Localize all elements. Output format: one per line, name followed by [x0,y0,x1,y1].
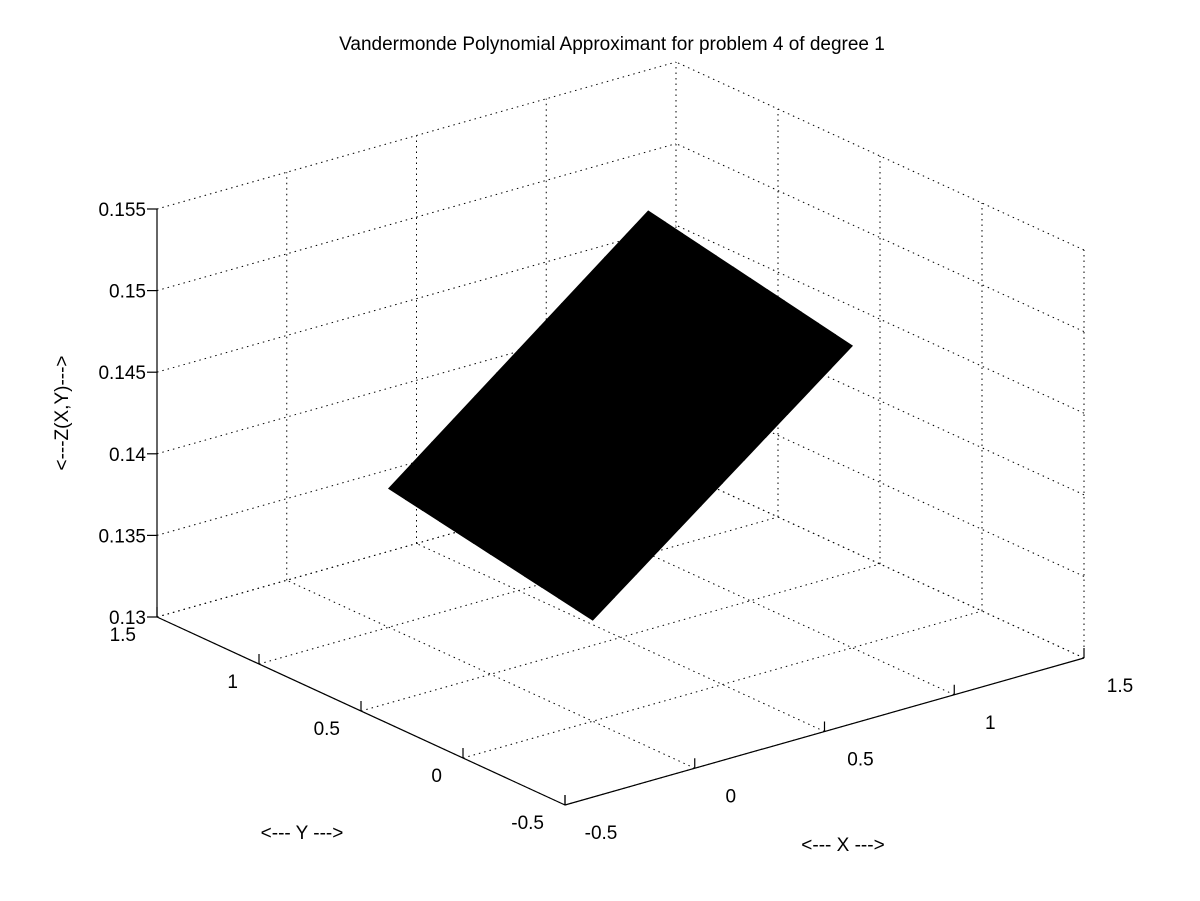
z-tick-label: 0.145 [98,363,146,384]
z-tick-label: 0.13 [109,608,146,629]
x-tick-label: 1.5 [1107,676,1133,697]
z-tick-label: 0.155 [98,200,146,221]
wall-grid-line [675,61,1085,251]
y-tick-label: 1.5 [110,625,136,646]
wall-grid-line [156,143,677,292]
surface-face [625,210,667,247]
surface-mesh [387,210,854,621]
y-tick-label: -0.5 [511,813,544,834]
floor-grid-line [258,516,779,665]
z-axis-label: <---Z(X,Y)---> [52,355,73,470]
floor-grid-line [360,563,881,712]
x-tick-label: 0 [725,786,736,807]
wall-grid-line [156,224,677,373]
x-tick-label: -0.5 [585,823,618,844]
x-axis-label: <--- X ---> [801,835,884,856]
z-tick-label: 0.15 [109,282,146,303]
wall-grid-line [156,61,677,210]
y-tick-label: 0 [431,766,442,787]
y-tick-label: 1 [227,672,238,693]
x-tick-label: 1 [985,713,996,734]
y-tick-label: 0.5 [314,719,340,740]
wall-grid-line [675,469,1085,659]
z-tick-label: 0.14 [109,445,146,466]
y-axis-label: <--- Y ---> [261,823,344,844]
wall-grid-line [156,469,677,618]
floor-grid-line [416,543,825,732]
wall-grid-line [675,224,1085,414]
floor-grid-line [462,610,983,759]
wall-grid-line [156,306,677,455]
wall-grid-line [675,143,1085,333]
floor-grid-line [286,579,695,769]
x-tick-label: 0.5 [847,750,873,771]
z-tick-label: 0.135 [98,526,146,547]
tick-marks: 0.13 0.135 0.14 0.145 0.15 0.155 -0.5 0 0.5 1 1.5 -… [98,200,1133,844]
chart-title: Vandermonde Polynomial Approximant for p… [339,34,885,55]
